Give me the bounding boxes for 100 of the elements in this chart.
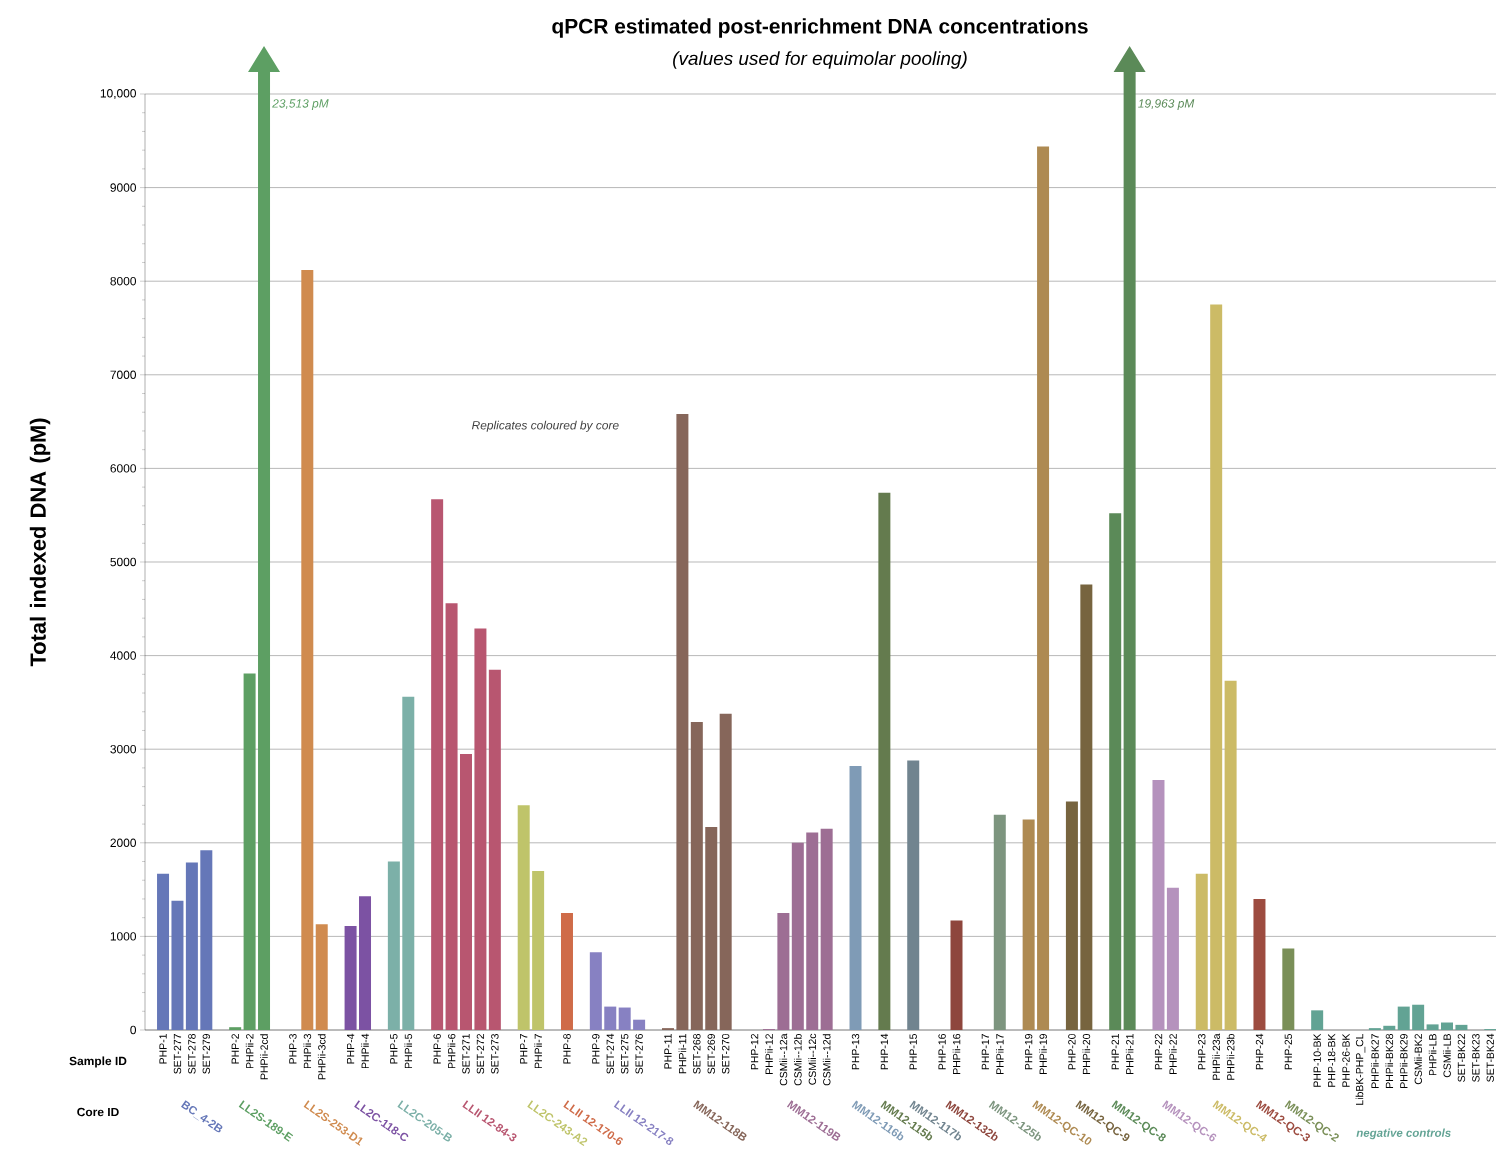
x-tick-label: SET-BK23 <box>1472 1033 1480 1082</box>
x-tick-label: PHP-4 <box>346 1033 355 1064</box>
bar <box>387 861 400 1030</box>
bar <box>402 696 415 1030</box>
bar <box>777 913 790 1030</box>
y-axis-title: Total indexed DNA (pM) <box>29 418 51 667</box>
x-tick-label: SET-277 <box>173 1034 182 1074</box>
bar <box>200 850 213 1030</box>
x-tick-label: PHPii-23b <box>1226 1033 1235 1080</box>
bar <box>806 832 819 1030</box>
bar <box>719 713 732 1030</box>
x-tick-label: SET-275 <box>620 1033 629 1074</box>
x-tick-label: PHPii-21 <box>1125 1034 1134 1074</box>
x-tick-label: PHPii-BK29 <box>1399 1034 1408 1088</box>
x-tick-label: PHPii-16 <box>952 1033 961 1074</box>
x-tick-label: PHP-11 <box>664 1034 672 1069</box>
x-tick-label: SET-269 <box>707 1034 715 1074</box>
x-tick-label: LibBK-PHP_CL <box>1355 1033 1366 1105</box>
x-tick-label: PHPii-LB <box>1428 1034 1437 1076</box>
bar <box>993 814 1006 1030</box>
y-tick-label: 9000 <box>110 183 137 192</box>
bar <box>1282 948 1295 1030</box>
bar <box>301 269 314 1030</box>
text: 19,963 pM <box>1138 99 1195 111</box>
bar <box>1455 1024 1468 1030</box>
x-tick-label: PHP-25 <box>1284 1033 1293 1070</box>
bar <box>488 669 501 1030</box>
x-tick-label: PHPii-12 <box>765 1034 773 1074</box>
bar <box>445 603 458 1030</box>
x-tick-label: CSMii--12b <box>793 1033 802 1086</box>
x-tick-label: PHPii-20 <box>1082 1033 1091 1074</box>
x-tick-label: PHP-8 <box>563 1033 571 1064</box>
bar <box>1210 304 1223 1030</box>
y-tick-label: 3000 <box>110 744 137 754</box>
x-tick-label: PHPii-23a <box>1212 1033 1221 1080</box>
bar <box>849 766 862 1030</box>
bar <box>1152 780 1165 1030</box>
bar <box>185 862 198 1030</box>
x-tick-label: PHP-18-BK <box>1327 1033 1336 1087</box>
x-tick-label: PHPii-BK28 <box>1385 1033 1394 1088</box>
bar <box>1311 1010 1324 1030</box>
bar <box>1383 1025 1396 1030</box>
x-tick-label: PHP-22 <box>1154 1034 1163 1070</box>
x-tick-label: PHPii-2cd <box>260 1034 268 1080</box>
x-tick-label: PHP-13 <box>851 1033 860 1070</box>
bar <box>618 1007 631 1030</box>
bar <box>243 673 256 1030</box>
x-tick-label: SET-276 <box>635 1033 643 1074</box>
bar <box>229 1027 242 1030</box>
bar <box>820 828 833 1030</box>
y-tick-label: 5000 <box>110 557 137 567</box>
bar <box>1195 873 1208 1030</box>
x-tick-label: PHP-23 <box>1198 1033 1206 1070</box>
x-tick-label: PHPii-17 <box>995 1034 1004 1074</box>
x-tick-label: PHPii-6 <box>447 1033 456 1069</box>
bar <box>1426 1024 1439 1030</box>
bar <box>690 722 703 1030</box>
x-tick-label: PHP-24 <box>1255 1033 1264 1070</box>
x-tick-label: PHP-20 <box>1068 1033 1076 1070</box>
x-axis-title: Sample ID <box>69 1056 127 1068</box>
bar <box>517 805 530 1030</box>
bar <box>1109 513 1122 1030</box>
x-tick-label: CSMii-BK2 <box>1414 1034 1422 1085</box>
x-tick-label: PHP-21 <box>1111 1034 1119 1070</box>
y-tick-label: 6000 <box>110 464 137 473</box>
bar <box>604 1006 617 1030</box>
x-tick-label: PHP-26-BK <box>1342 1033 1350 1087</box>
x-tick-label: PHP-10-BK <box>1313 1033 1321 1087</box>
x-tick-label: PHP-19 <box>1024 1034 1033 1070</box>
bar <box>344 926 357 1030</box>
x-tick-label: PHP-9 <box>592 1034 600 1064</box>
x-tick-label: PHP-7 <box>520 1034 528 1064</box>
x-tick-label: SET-274 <box>606 1033 614 1074</box>
bar <box>1037 146 1050 1030</box>
text: 23,513 pM <box>272 99 329 111</box>
x-tick-label: SET-279 <box>202 1034 211 1074</box>
bar <box>907 760 920 1030</box>
x-tick-label: PHPii-22 <box>1169 1034 1177 1074</box>
x-tick-label: CSMii--12d <box>822 1034 831 1086</box>
y-tick-label: 7000 <box>110 370 137 380</box>
x-tick-label: PHP-16 <box>938 1033 946 1070</box>
x-tick-label: PHPii-2 <box>245 1034 254 1069</box>
bar <box>589 952 602 1030</box>
y-tick-label: 4000 <box>110 651 137 660</box>
y-tick-label: 1000 <box>110 932 137 941</box>
x-tick-label: SET-BK22 <box>1457 1034 1466 1082</box>
bar <box>878 492 891 1030</box>
bar <box>431 499 444 1030</box>
x-tick-label: SET-278 <box>188 1033 196 1074</box>
y-tick-label: 0 <box>130 1025 137 1035</box>
x-tick-label: PHP-3 <box>289 1033 297 1064</box>
bar <box>1065 801 1078 1030</box>
bar <box>1022 819 1035 1030</box>
x-tick-label: PHP-15 <box>909 1033 917 1070</box>
x-tick-label: PHPii-4 <box>361 1033 369 1069</box>
bar <box>474 628 487 1030</box>
bar <box>315 924 328 1030</box>
bar <box>1253 898 1266 1030</box>
text: Core ID <box>77 1107 119 1117</box>
x-tick-label: CSMii--12a <box>779 1033 788 1086</box>
